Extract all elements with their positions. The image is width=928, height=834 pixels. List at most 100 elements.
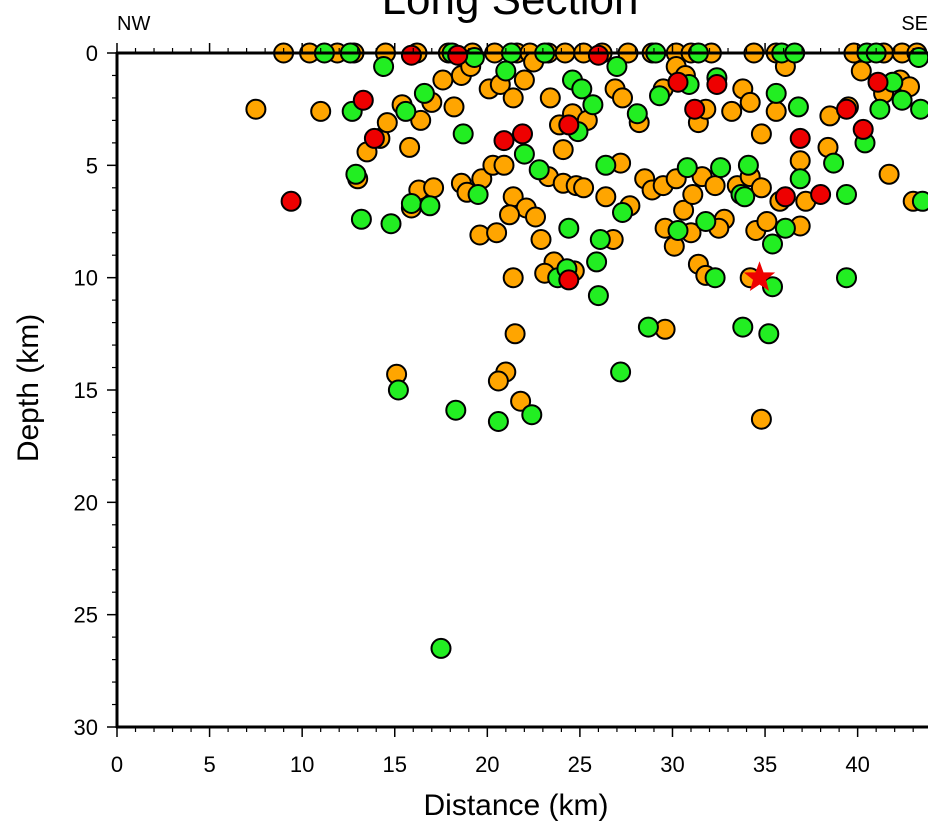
data-point-green	[445, 399, 467, 421]
data-point-green	[380, 213, 402, 235]
data-point-orange	[573, 177, 595, 199]
data-point-red	[447, 44, 469, 66]
data-point-green	[413, 82, 435, 104]
data-point-green	[649, 85, 670, 107]
data-point-orange	[493, 154, 515, 176]
data-point-green	[419, 195, 441, 217]
data-points	[245, 42, 928, 659]
data-point-green	[787, 96, 809, 118]
data-point-green	[704, 267, 726, 289]
data-point-red	[774, 186, 796, 208]
corner-label-se: SE	[901, 13, 928, 35]
data-point-orange	[432, 69, 454, 91]
data-point-red	[684, 98, 706, 120]
data-point-green	[521, 404, 543, 426]
y-tick-label: 15	[74, 378, 98, 403]
data-point-green	[762, 233, 783, 255]
y-tick-label: 0	[86, 41, 98, 66]
data-point-green	[676, 157, 698, 179]
data-point-green	[908, 47, 928, 68]
data-point-orange	[789, 150, 811, 172]
data-point-orange	[443, 96, 465, 118]
data-point-orange	[721, 100, 743, 122]
data-point-green	[610, 361, 632, 383]
data-point-green	[732, 316, 754, 338]
data-point-green	[528, 159, 550, 181]
data-point-red	[789, 127, 811, 149]
data-point-green	[737, 154, 759, 176]
data-point-green	[587, 285, 609, 307]
data-point-orange	[612, 87, 633, 109]
data-point-green	[765, 82, 787, 104]
data-point-orange	[502, 87, 524, 109]
y-tick-label: 25	[74, 603, 98, 628]
data-point-red	[867, 71, 889, 93]
data-point-orange	[765, 100, 787, 122]
y-tick-label: 20	[74, 490, 98, 515]
x-tick-label: 40	[845, 752, 869, 777]
x-tick-label: 0	[111, 752, 123, 777]
y-axis-label: Depth (km)	[12, 314, 45, 462]
data-point-green	[695, 211, 717, 232]
data-point-red	[493, 130, 515, 152]
data-point-orange	[750, 123, 772, 145]
x-axis-label: Distance (km)	[423, 789, 608, 822]
data-point-orange	[739, 91, 761, 113]
data-point-orange	[513, 69, 535, 91]
data-point-green	[734, 186, 756, 208]
data-point-orange	[552, 139, 574, 161]
data-point-red	[836, 98, 857, 120]
data-point-green	[395, 100, 417, 122]
data-point-green	[869, 98, 891, 120]
x-tick-label: 15	[382, 752, 406, 777]
x-tick-label: 35	[753, 752, 777, 777]
data-point-orange	[530, 229, 552, 250]
data-point-orange	[850, 60, 872, 82]
x-tick-label: 10	[290, 752, 314, 777]
data-point-green	[373, 56, 395, 77]
data-point-green	[626, 103, 648, 125]
data-point-green	[495, 60, 517, 82]
data-point-orange	[487, 370, 509, 392]
data-point-orange	[682, 184, 704, 205]
data-point-red	[558, 269, 580, 291]
data-point-green	[387, 379, 409, 401]
axes: 0 5 10 15 20 25 30 35 40 0 5 10 15 20 25 30	[74, 41, 928, 777]
data-point-red	[667, 71, 689, 93]
data-point-orange	[756, 211, 778, 232]
data-point-green	[586, 251, 608, 273]
data-point-green	[350, 208, 372, 230]
data-point-green	[612, 202, 633, 223]
data-point-green	[452, 123, 474, 145]
data-point-orange	[878, 163, 900, 185]
data-point-green	[911, 190, 928, 212]
data-point-green	[606, 56, 628, 77]
data-point-red	[512, 123, 533, 145]
data-point-orange	[750, 177, 772, 199]
data-point-orange	[499, 204, 520, 226]
x-tick-label: 20	[475, 752, 499, 777]
data-point-orange	[486, 222, 508, 244]
data-point-orange	[399, 136, 421, 158]
x-tick-label: 5	[203, 752, 215, 777]
data-point-red	[852, 118, 874, 140]
data-point-red	[363, 127, 385, 149]
data-point-green	[513, 143, 535, 165]
data-point-green	[836, 184, 857, 205]
data-point-green	[758, 323, 780, 345]
data-point-green	[487, 411, 509, 432]
data-point-orange	[510, 390, 532, 412]
data-point-orange	[504, 323, 526, 345]
corner-label-nw: NW	[117, 13, 150, 35]
data-point-red	[280, 190, 302, 212]
data-point-orange	[539, 87, 561, 109]
data-point-green	[345, 163, 367, 185]
data-point-green	[823, 152, 845, 174]
data-point-orange	[245, 98, 267, 120]
data-point-green	[667, 220, 689, 241]
data-point-orange	[525, 206, 546, 228]
data-point-orange	[502, 267, 524, 289]
data-point-orange	[750, 408, 772, 430]
data-point-green	[558, 217, 580, 239]
data-point-green	[571, 78, 593, 100]
